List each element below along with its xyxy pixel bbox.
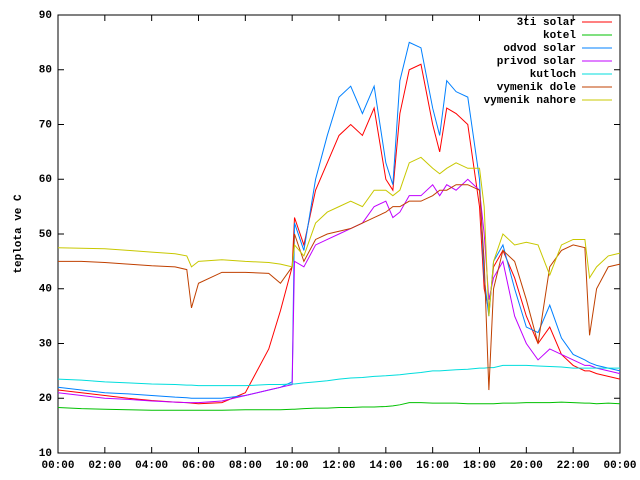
x-tick-label: 12:00: [322, 460, 355, 472]
x-tick-label: 16:00: [416, 460, 449, 472]
x-tick-label: 06:00: [182, 460, 215, 472]
legend-label: vymenik nahore: [484, 95, 577, 107]
x-tick-label: 22:00: [557, 460, 590, 472]
x-tick-label: 02:00: [88, 460, 121, 472]
legend-label: kutloch: [530, 69, 576, 81]
y-tick-label: 40: [39, 284, 52, 296]
y-tick-label: 70: [39, 119, 52, 131]
x-tick-label: 14:00: [369, 460, 402, 472]
series-line: [58, 184, 621, 391]
legend-label: 3ti solar: [517, 17, 576, 29]
y-tick-label: 50: [39, 229, 52, 241]
x-tick-label: 18:00: [463, 460, 496, 472]
series-line: [57, 156, 621, 317]
legend-label: odvod solar: [503, 43, 576, 55]
series-line: [57, 401, 621, 411]
y-tick-label: 90: [39, 10, 52, 22]
series-line: [57, 364, 620, 387]
x-tick-label: 00:00: [41, 460, 74, 472]
y-tick-label: 10: [39, 448, 52, 460]
x-tick-label: 10:00: [276, 460, 309, 472]
legend-label: kotel: [543, 30, 576, 42]
x-tick-label: 00:00: [603, 460, 636, 472]
legend-label: vymenik dole: [497, 82, 577, 94]
series-line: [57, 63, 621, 405]
y-tick-label: 30: [39, 338, 52, 350]
y-axis-label: teplota ve C: [13, 194, 25, 274]
y-tick-label: 60: [39, 174, 52, 186]
x-tick-label: 08:00: [229, 460, 262, 472]
y-tick-label: 20: [39, 393, 52, 405]
legend-label: privod solar: [497, 56, 576, 68]
y-tick-label: 80: [39, 65, 52, 77]
x-tick-label: 20:00: [510, 460, 543, 472]
x-tick-label: 04:00: [135, 460, 168, 472]
series-line: [57, 178, 621, 404]
